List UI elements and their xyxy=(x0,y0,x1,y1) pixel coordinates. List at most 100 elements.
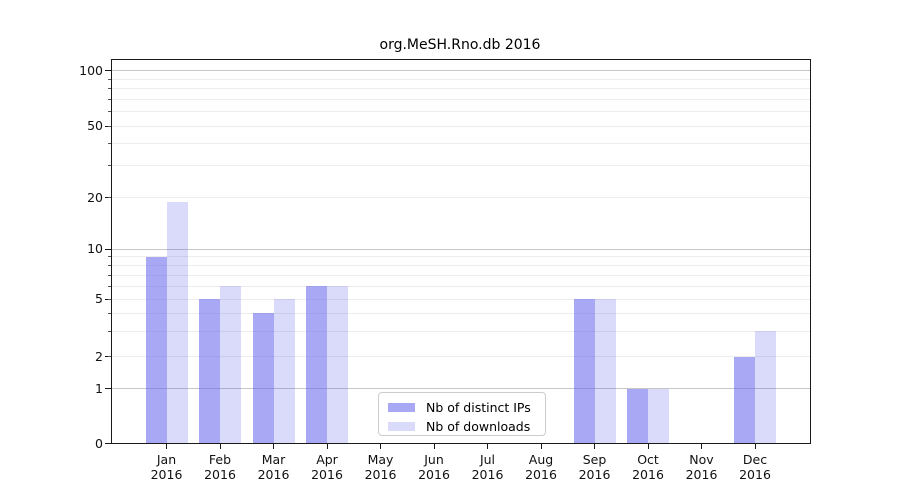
x-tick-mark xyxy=(487,443,488,449)
y-minor-tick-mark xyxy=(107,110,111,112)
y-gridline-minor xyxy=(110,78,811,80)
y-minor-tick-mark xyxy=(107,142,111,144)
y-gridline-minor xyxy=(110,110,811,112)
y-gridline-minor xyxy=(110,285,811,287)
y-tick-mark xyxy=(105,443,111,444)
legend: Nb of distinct IPs Nb of downloads xyxy=(378,392,546,436)
bar-downloads-feb xyxy=(220,286,241,444)
x-tick-label: Feb 2016 xyxy=(192,452,248,482)
x-tick-label-year: 2016 xyxy=(311,467,343,482)
x-tick-mark xyxy=(433,443,435,449)
x-tick-label-year: 2016 xyxy=(364,467,397,482)
x-tick-label-month: May xyxy=(367,452,394,467)
x-tick-mark xyxy=(754,443,756,449)
bar-downloads-mar xyxy=(273,299,295,444)
bar-distinct-ips-dec xyxy=(734,356,755,444)
y-gridline-minor xyxy=(110,264,811,266)
x-tick-mark xyxy=(273,443,274,449)
x-tick-label-month: Aug xyxy=(528,452,554,467)
x-tick-label-year: 2016 xyxy=(150,467,183,482)
y-tick-label: 50 xyxy=(87,118,103,133)
y-gridline-minor xyxy=(110,312,811,314)
x-tick-mark xyxy=(166,443,167,449)
bar-downloads-dec xyxy=(755,331,776,444)
x-tick-label-year: 2016 xyxy=(418,467,450,482)
x-tick-label-year: 2016 xyxy=(739,467,771,482)
x-tick-mark xyxy=(594,443,595,449)
y-gridline-major xyxy=(110,388,811,389)
bar-downloads-apr xyxy=(327,286,348,444)
y-tick-label: 2 xyxy=(95,348,103,364)
x-tick-label-year: 2016 xyxy=(525,467,557,482)
x-tick-label: May 2016 xyxy=(353,452,409,482)
x-tick-mark xyxy=(647,443,649,449)
y-gridline-minor xyxy=(110,330,811,332)
legend-item-distinct-ips: Nb of distinct IPs xyxy=(388,398,536,417)
bar-downloads-sep xyxy=(594,299,616,444)
x-tick-label: Nov 2016 xyxy=(674,452,730,482)
x-tick-mark xyxy=(380,443,381,449)
y-minor-tick-mark xyxy=(107,330,111,332)
y-gridline-minor xyxy=(110,98,811,100)
y-minor-tick-mark xyxy=(107,264,111,266)
y-minor-tick-mark xyxy=(107,274,111,276)
y-minor-tick-mark xyxy=(107,312,111,314)
y-tick-label: 100 xyxy=(79,62,103,78)
x-tick-label-month: Apr xyxy=(316,452,338,467)
y-gridline-minor xyxy=(110,298,811,300)
x-tick-label-year: 2016 xyxy=(204,467,236,482)
legend-swatch-distinct-ips xyxy=(388,402,415,413)
legend-item-downloads: Nb of downloads xyxy=(388,417,536,436)
y-minor-tick-mark xyxy=(107,165,111,167)
y-minor-tick-mark xyxy=(107,256,111,258)
y-minor-tick-mark xyxy=(107,88,111,89)
y-tick-label: 5 xyxy=(95,291,103,307)
x-tick-label: Jul 2016 xyxy=(460,452,516,482)
y-minor-tick-mark xyxy=(107,125,111,127)
x-tick-label-month: Nov xyxy=(689,452,714,467)
x-tick-label: Dec 2016 xyxy=(727,452,783,482)
x-tick-label-month: Dec xyxy=(742,452,768,467)
y-gridline-minor xyxy=(110,356,811,357)
x-tick-label-year: 2016 xyxy=(578,467,611,482)
x-tick-label-year: 2016 xyxy=(257,467,290,482)
bar-distinct-ips-feb xyxy=(199,299,220,444)
x-tick-label: Jun 2016 xyxy=(406,452,462,482)
x-tick-label-month: Mar xyxy=(261,452,286,467)
y-tick-label: 10 xyxy=(87,241,103,257)
x-tick-label-month: Sep xyxy=(582,452,607,467)
y-gridline-minor xyxy=(110,142,811,144)
x-tick-label: Apr 2016 xyxy=(299,452,355,482)
y-gridline-minor xyxy=(110,256,811,258)
x-tick-label-month: Feb xyxy=(208,452,232,467)
bar-distinct-ips-oct xyxy=(627,388,648,444)
y-gridline-major xyxy=(110,70,811,72)
y-gridline-minor xyxy=(110,125,811,127)
x-tick-label-month: Jun xyxy=(424,452,444,467)
x-tick-label-month: Oct xyxy=(637,452,659,467)
y-gridline-minor xyxy=(110,274,811,276)
legend-label-distinct-ips: Nb of distinct IPs xyxy=(426,400,531,415)
y-minor-tick-mark xyxy=(107,356,111,357)
x-tick-mark xyxy=(219,443,221,449)
x-tick-label: Aug 2016 xyxy=(513,452,569,482)
x-tick-label-year: 2016 xyxy=(685,467,718,482)
x-tick-label-year: 2016 xyxy=(632,467,664,482)
y-minor-tick-mark xyxy=(107,78,111,80)
y-tick-mark xyxy=(105,388,111,389)
bar-distinct-ips-mar xyxy=(252,313,274,444)
x-tick-mark xyxy=(540,443,542,449)
y-tick-label: 20 xyxy=(87,189,103,205)
y-gridline-minor xyxy=(110,197,811,199)
x-tick-label-month: Jul xyxy=(479,452,496,467)
x-tick-mark xyxy=(326,443,328,449)
legend-swatch-downloads xyxy=(388,421,415,432)
y-minor-tick-mark xyxy=(107,98,111,100)
bar-downloads-jan xyxy=(166,201,188,444)
y-minor-tick-mark xyxy=(107,285,111,287)
bar-distinct-ips-apr xyxy=(306,286,327,444)
legend-label-downloads: Nb of downloads xyxy=(426,419,531,434)
y-minor-tick-mark xyxy=(107,197,111,199)
y-tick-mark xyxy=(105,248,111,250)
